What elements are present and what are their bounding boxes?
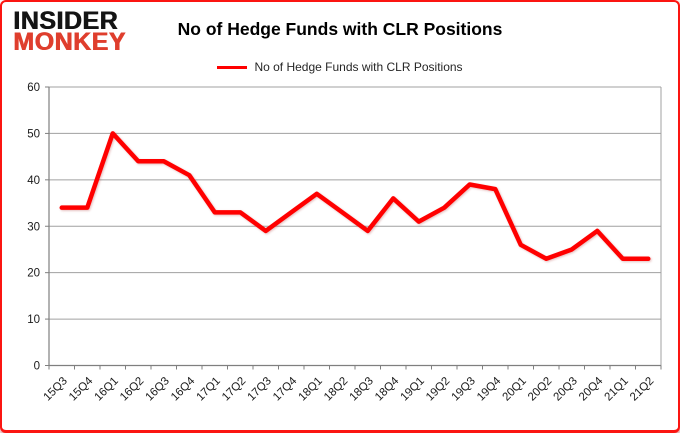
logo-text-insider: INSIDER <box>13 7 118 35</box>
x-axis-label: 20Q3 <box>551 375 579 403</box>
y-axis-label: 60 <box>27 82 40 94</box>
y-axis-label: 20 <box>27 268 40 280</box>
legend-label: No of Hedge Funds with CLR Positions <box>254 60 463 74</box>
x-axis-label: 15Q3 <box>41 375 69 403</box>
x-axis-label: 16Q4 <box>169 375 198 404</box>
x-axis-label: 18Q3 <box>347 375 375 403</box>
x-axis-label: 17Q1 <box>194 375 222 403</box>
x-axis-label: 21Q2 <box>628 375 656 403</box>
x-axis-label: 18Q2 <box>322 375 350 403</box>
y-axis-label: 40 <box>27 175 40 187</box>
insider-monkey-logo: INSIDER MONKEY <box>13 7 126 56</box>
y-axis-label: 50 <box>27 128 40 140</box>
x-axis-label: 18Q1 <box>296 375 324 403</box>
data-line <box>59 131 651 261</box>
x-axis-label: 20Q2 <box>526 375 554 403</box>
x-axis-label: 20Q4 <box>577 375 606 404</box>
x-axis-label: 17Q4 <box>271 375 300 404</box>
x-axis-label: 19Q3 <box>449 375 477 403</box>
x-axis-label: 21Q1 <box>602 375 630 403</box>
x-axis-label: 20Q1 <box>500 375 528 403</box>
x-axis-label: 17Q2 <box>220 375 248 403</box>
y-axis-label: 30 <box>27 221 40 233</box>
legend: No of Hedge Funds with CLR Positions <box>2 60 678 74</box>
y-axis-label: 10 <box>27 314 40 326</box>
x-axis-label: 18Q4 <box>373 375 402 404</box>
chart-title: No of Hedge Funds with CLR Positions <box>177 19 503 39</box>
x-axis-label: 17Q3 <box>245 375 273 403</box>
x-axis-label: 16Q3 <box>143 375 171 403</box>
x-axis-label: 16Q2 <box>118 375 146 403</box>
legend-line-swatch <box>217 65 248 69</box>
x-axis-label: 16Q1 <box>92 375 120 403</box>
logo-text-monkey: MONKEY <box>13 28 126 56</box>
x-axis-label: 19Q4 <box>475 375 504 404</box>
x-axis-label: 19Q1 <box>398 375 426 403</box>
x-axis-label: 15Q4 <box>67 375 96 404</box>
x-axis-label: 19Q2 <box>424 375 452 403</box>
y-axis-label: 0 <box>34 361 40 373</box>
